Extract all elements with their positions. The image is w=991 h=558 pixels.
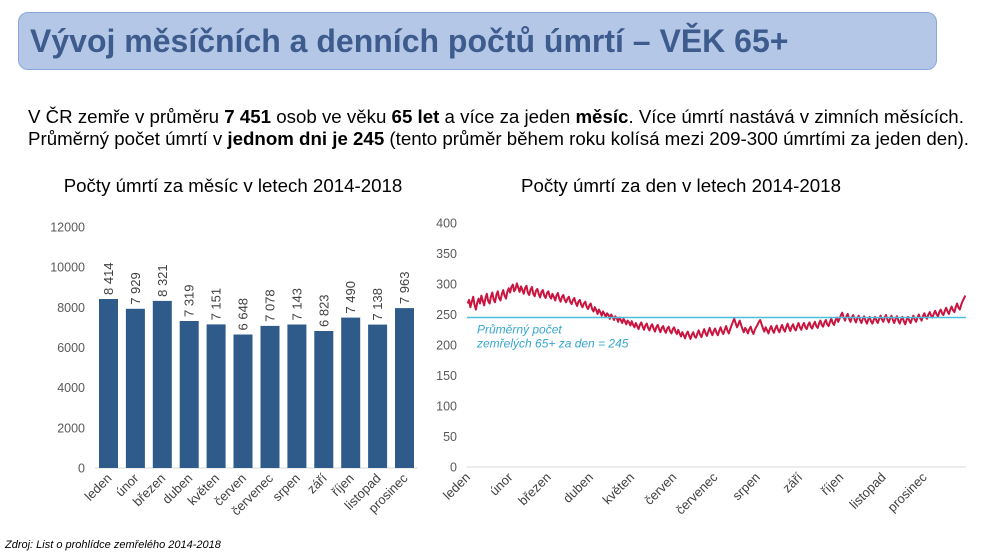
intro-text-segment: Průměrný počet úmrtí v <box>28 128 228 149</box>
month-bar <box>314 331 334 468</box>
bar-y-tick-label: 12000 <box>50 221 85 235</box>
intro-text-segment: osob ve věku <box>271 106 392 127</box>
intro-highlight-monthly-average: 7 451 <box>224 106 272 127</box>
bar-y-tick-label: 0 <box>78 462 85 476</box>
bar-value-label: 7 078 <box>263 289 278 322</box>
month-bar <box>260 325 280 468</box>
month-bar <box>152 300 172 468</box>
monthly-deaths-bar-chart: 0 2000 4000 6000 8000 10000 12000 8 414 leden 7 9… <box>50 221 418 518</box>
bar-value-label: 7 151 <box>209 288 224 321</box>
line-x-tick-label: říjen <box>818 470 846 498</box>
bar-value-label: 7 929 <box>128 272 143 305</box>
source-note: Zdroj: List o prohlídce zemřelého 2014-2… <box>5 539 221 551</box>
line-chart-title: Počty úmrtí za den v letech 2014-2018 <box>521 175 841 196</box>
line-x-tick-label: listopad <box>846 470 888 512</box>
intro-highlight-month: měsíc <box>575 106 629 127</box>
line-y-tick-label: 150 <box>436 369 457 383</box>
line-x-tick-label: duben <box>560 470 596 506</box>
intro-highlight-daily-average: jednom dni je 245 <box>227 128 385 149</box>
line-x-tick-label: červenec <box>673 469 721 517</box>
line-y-tick-label: 350 <box>436 247 457 261</box>
month-bar <box>368 324 388 468</box>
line-x-tick-label: květen <box>600 470 638 508</box>
bar-value-label: 7 319 <box>182 284 197 317</box>
bar-chart-title: Počty úmrtí za měsíc v letech 2014-2018 <box>63 175 403 196</box>
bar-x-tick-label: srpen <box>269 471 303 505</box>
bar-y-tick-label: 10000 <box>50 261 85 275</box>
line-x-tick-label: leden <box>440 470 473 503</box>
bar-y-tick-label: 4000 <box>57 381 85 395</box>
bar-y-tick-label: 8000 <box>57 301 85 315</box>
line-x-tick-label: červen <box>641 470 679 508</box>
line-y-tick-label: 100 <box>436 400 457 414</box>
line-x-tick-label: srpen <box>729 470 763 504</box>
month-bar <box>395 308 414 468</box>
bar-value-label: 8 414 <box>101 262 116 295</box>
intro-line-1: V ČR zemře v průměru 7 451 osob ve věku … <box>28 106 969 128</box>
line-y-tick-label: 400 <box>436 217 457 231</box>
bar-value-label: 7 138 <box>370 288 385 321</box>
line-y-tick-label: 200 <box>436 339 457 353</box>
intro-text: V ČR zemře v průměru 7 451 osob ve věku … <box>28 106 969 150</box>
bar-x-tick-label: leden <box>82 471 115 504</box>
daily-deaths-line <box>466 282 967 340</box>
line-x-tick-label: únor <box>487 469 516 498</box>
average-reference-label: Průměrný počet <box>477 323 562 337</box>
slide-title: Vývoj měsíčních a denních počtů úmrtí – … <box>30 23 789 59</box>
bar-value-label: 7 490 <box>343 281 358 314</box>
title-banner: Vývoj měsíčních a denních počtů úmrtí – … <box>18 12 937 70</box>
line-x-tick-label: březen <box>515 470 554 509</box>
month-bar <box>179 321 199 468</box>
bar-y-tick-label: 6000 <box>57 341 85 355</box>
line-x-tick-label: prosinec <box>884 469 930 515</box>
month-bar <box>233 334 253 468</box>
bar-value-label: 7 143 <box>289 288 304 321</box>
bar-value-label: 8 321 <box>155 264 170 297</box>
intro-highlight-age: 65 let <box>391 106 440 127</box>
bar-value-label: 7 963 <box>397 272 412 305</box>
bar-x-tick-label: září <box>304 470 330 496</box>
month-bar <box>341 317 361 468</box>
line-y-tick-label: 0 <box>450 461 457 475</box>
daily-deaths-line-chart: 0 50 100 150 200 250 300 350 400 Průměrný početze… <box>436 217 967 517</box>
bar-y-tick-label: 2000 <box>57 421 85 435</box>
intro-text-segment: a více za jeden <box>439 106 576 127</box>
bar-value-label: 6 823 <box>316 294 331 327</box>
month-bar <box>125 308 145 468</box>
line-x-tick-label: září <box>779 469 805 495</box>
intro-text-segment: (tento průměr během roku kolísá mezi 209… <box>384 128 969 149</box>
bar-value-label: 6 648 <box>236 298 251 331</box>
month-bar <box>287 324 307 468</box>
intro-line-2: Průměrný počet úmrtí v jednom dni je 245… <box>28 128 969 150</box>
line-y-tick-label: 50 <box>443 430 457 444</box>
average-reference-label: zemřelých 65+ za den = 245 <box>476 337 629 351</box>
line-y-tick-label: 300 <box>436 278 457 292</box>
line-y-tick-label: 250 <box>436 308 457 322</box>
month-bar <box>206 324 226 468</box>
intro-text-segment: V ČR zemře v průměru <box>28 106 225 127</box>
month-bar <box>99 299 118 468</box>
intro-text-segment: . Více úmrtí nastává v zimních měsících. <box>628 106 964 127</box>
